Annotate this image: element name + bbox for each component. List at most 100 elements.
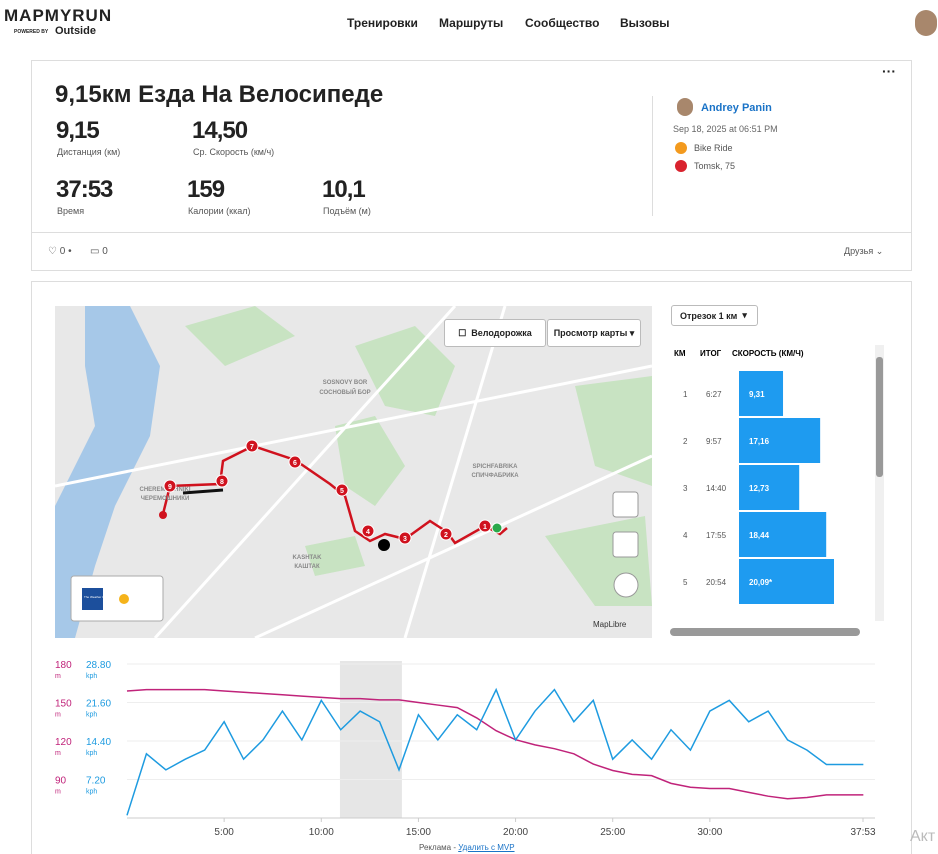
km-marker-label: 1 — [483, 524, 487, 531]
comments[interactable]: ▭ 0 — [90, 246, 108, 257]
place-label: KASHTAK — [293, 555, 323, 561]
compass[interactable] — [613, 572, 639, 598]
km-marker — [163, 479, 177, 493]
location: Tomsk, 75 — [694, 161, 736, 171]
km-marker — [215, 474, 229, 488]
park — [185, 306, 652, 606]
split-total: 20:54 — [706, 578, 727, 587]
split-speed: 17,16 — [749, 437, 770, 446]
bike-lane-toggle[interactable]: ☐ Велодорожка — [444, 319, 546, 347]
end — [159, 511, 167, 519]
split-total: 17:55 — [706, 531, 727, 540]
split-km: 5 — [683, 578, 688, 587]
bike-lane: Велодорожка — [471, 328, 532, 338]
x-tick-label: 25:00 — [600, 827, 625, 838]
split-km: 4 — [683, 531, 688, 540]
km-marker-label: 6 — [293, 460, 297, 467]
y-unit: m — [55, 673, 61, 680]
like-count: 0 — [59, 246, 66, 257]
x-tick-label: 15:00 — [406, 827, 431, 838]
km-marker-label: 4 — [366, 529, 370, 536]
map-view-label: Просмотр карты — [553, 328, 628, 338]
stat-value: 37:53 — [56, 176, 113, 203]
y2-unit: kph — [86, 750, 97, 757]
km-marker-label: 5 — [340, 488, 344, 495]
stat-label: Подъём (м) — [323, 206, 371, 216]
place-label: SPICHFABRIKA — [472, 464, 518, 470]
km-marker-label: 8 — [220, 479, 224, 486]
split-selector-label: Отрезок 1 км — [680, 310, 738, 321]
likes[interactable]: ♡ 0 • — [48, 246, 72, 257]
y-tick-label: 180 — [55, 660, 72, 671]
elevation-speed-chart: 90 m 120 m 150 m 180 m 7.20 kph 14.40 kph 21.60 kph 28… — [55, 660, 876, 838]
split-speed: 18,44 — [749, 531, 770, 540]
scroll-thumb[interactable] — [876, 357, 883, 477]
stat-value: 9,15 — [56, 117, 100, 144]
cut-text: Акт — [910, 828, 936, 845]
y2-tick-label: 14.40 — [86, 737, 111, 748]
stat-label: Дистанция (км) — [57, 147, 121, 157]
km-marker — [398, 531, 412, 545]
separator — [32, 232, 911, 233]
h-scroll-thumb[interactable] — [670, 628, 860, 636]
user-name[interactable]: Andrey Panin — [701, 102, 772, 114]
split-bar — [739, 371, 784, 416]
km-marker — [288, 455, 302, 469]
km-marker — [361, 524, 375, 538]
more[interactable]: ··· — [882, 63, 896, 79]
split-speed: 12,73 — [749, 484, 770, 493]
remove-ads[interactable]: Удалить с MVP — [458, 843, 515, 852]
place-label: СОСНОВЫЙ БОР — [319, 388, 370, 396]
km-marker-label: 2 — [444, 532, 448, 539]
stat-value: 10,1 — [322, 176, 366, 203]
fullscreen[interactable] — [612, 491, 639, 518]
split-km: 2 — [683, 437, 688, 446]
split-km: 3 — [683, 484, 688, 493]
stat-value: 14,50 — [192, 117, 248, 144]
y2-unit: kph — [86, 712, 97, 719]
place-label: ЧЕРЕМОШНИКИ — [141, 496, 190, 502]
nav-link[interactable]: Маршруты — [439, 16, 504, 30]
divider — [652, 96, 653, 216]
nav-link[interactable]: Сообщество — [525, 16, 600, 30]
split-total: 9:57 — [706, 437, 722, 446]
split-bar — [739, 559, 834, 604]
stat-label: Ср. Скорость (км/ч) — [193, 147, 275, 157]
privacy[interactable]: Друзья ⌄ — [844, 246, 884, 256]
y-unit: m — [55, 750, 61, 757]
map-view[interactable]: Просмотр карты ▾ — [547, 319, 641, 347]
date: Sep 18, 2025 at 06:51 PM — [673, 124, 778, 134]
nav-link[interactable]: Тренировки — [347, 16, 418, 30]
logo[interactable]: MAPMYRUN — [4, 6, 113, 25]
y2-unit: kph — [86, 673, 97, 680]
start — [491, 522, 503, 534]
series-line — [126, 687, 864, 816]
weather-logo — [82, 588, 103, 610]
split-header: СКОРОСТЬ (КМ/Ч) — [732, 349, 804, 358]
km-marker — [478, 519, 492, 533]
place-label: СПИЧФАБРИКА — [471, 473, 519, 479]
km-marker-label: 7 — [250, 444, 254, 451]
stat-value: 159 — [187, 176, 225, 203]
summary-card: ··· 9,15км Езда На Велосипеде 9,15 Диста… — [31, 60, 912, 271]
route-segment — [182, 488, 224, 495]
credit: MapLibre — [593, 620, 627, 629]
y-tick-label: 120 — [55, 737, 72, 748]
x-tick-label: 30:00 — [697, 827, 722, 838]
avatar[interactable] — [915, 10, 937, 36]
locate[interactable] — [612, 531, 639, 558]
km-marker — [245, 439, 259, 453]
x-tick-label: 37:53 — [850, 827, 875, 838]
split-selector[interactable]: Отрезок 1 км ▾ — [671, 305, 758, 326]
split-speed: 9,31 — [749, 390, 765, 399]
series-line — [126, 688, 864, 800]
scrollbar — [875, 345, 884, 621]
x-tick-label: 20:00 — [503, 827, 528, 838]
nav-link[interactable]: Вызовы — [620, 16, 670, 30]
y2-tick-label: 7.20 — [86, 776, 106, 787]
stat-label: Время — [57, 206, 85, 216]
ad: Реклама - — [419, 843, 459, 852]
y-tick-label: 90 — [55, 776, 67, 787]
